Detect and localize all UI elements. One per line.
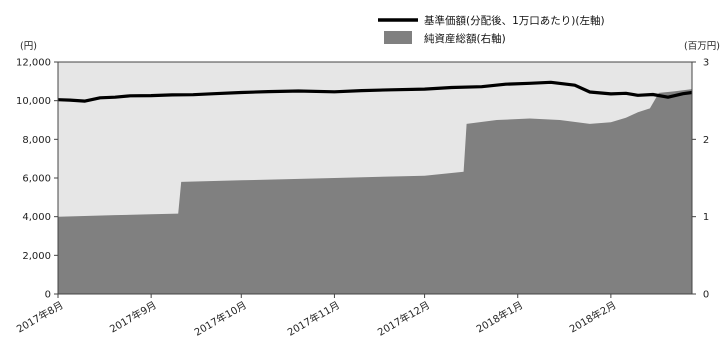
line-layer xyxy=(57,80,693,103)
right-tick-label: 0 xyxy=(703,290,709,301)
left-tick-label: 8,000 xyxy=(22,135,51,146)
series-nav-line xyxy=(57,80,693,103)
x-tick-label: 2017年12月 xyxy=(375,298,432,338)
left-tick-label: 12,000 xyxy=(16,58,51,69)
x-tick-label: 2017年11月 xyxy=(285,298,342,338)
left-tick-label: 6,000 xyxy=(22,174,51,185)
right-tick-label: 3 xyxy=(703,58,709,69)
x-tick-label: 2017年9月 xyxy=(107,298,158,335)
right-tick-label: 1 xyxy=(703,212,709,223)
legend-net-assets-label: 純資産総額(右軸) xyxy=(424,32,506,45)
legend: 基準価額(分配後、1万口あたり)(左軸) 純資産総額(右軸) xyxy=(378,14,605,45)
area-layer xyxy=(58,89,692,294)
left-tick-label: 10,000 xyxy=(16,96,51,107)
right-tick-label: 2 xyxy=(703,135,709,146)
x-tick-label: 2017年10月 xyxy=(192,298,249,338)
legend-nav-label: 基準価額(分配後、1万口あたり)(左軸) xyxy=(424,14,605,27)
legend-net-assets-swatch xyxy=(384,31,412,44)
left-tick-label: 0 xyxy=(45,290,51,301)
x-tick-label: 2018年2月 xyxy=(567,298,618,335)
left-tick-label: 2,000 xyxy=(22,251,51,262)
left-axis-unit: (円) xyxy=(20,41,37,52)
left-tick-label: 4,000 xyxy=(22,212,51,223)
series-net-assets-area xyxy=(58,89,692,294)
right-axis-unit: (百万円) xyxy=(684,41,720,52)
x-tick-label: 2017年8月 xyxy=(14,298,65,335)
x-tick-label: 2018年1月 xyxy=(474,298,525,335)
